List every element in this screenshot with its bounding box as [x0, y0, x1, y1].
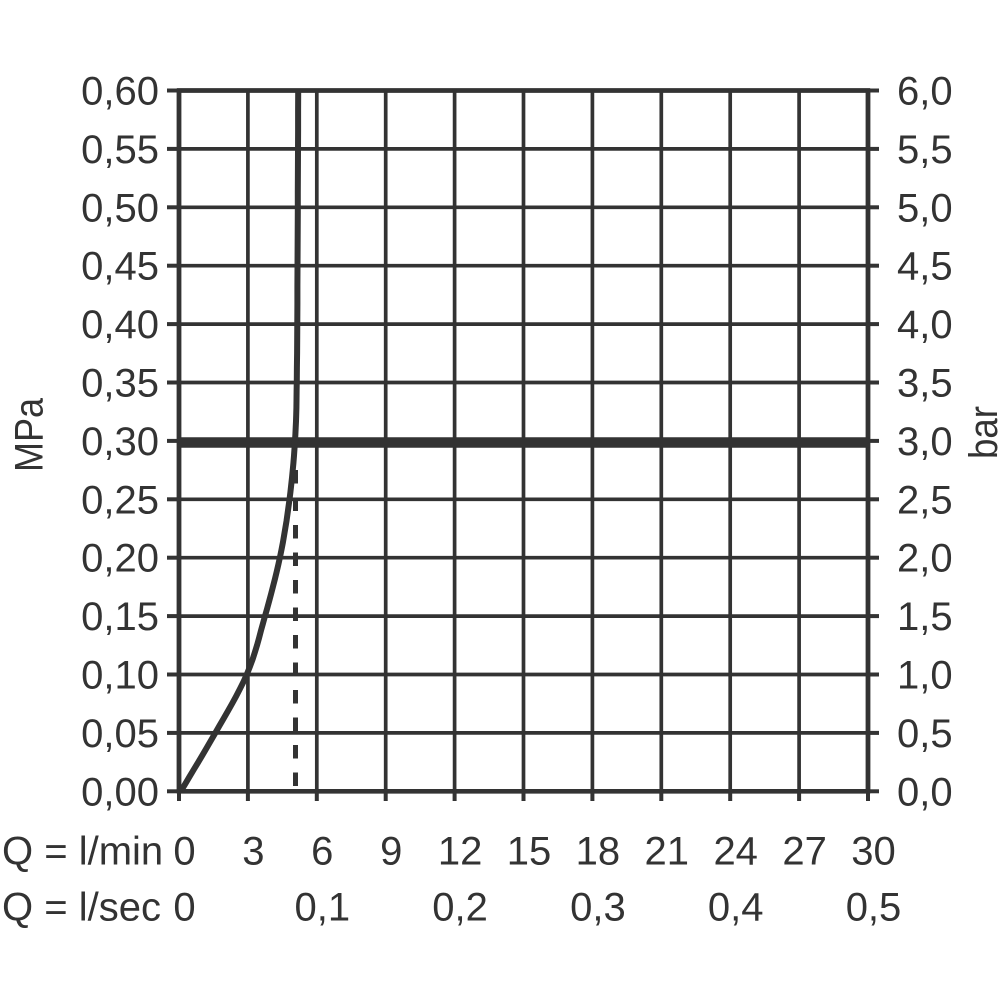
svg-text:2,0: 2,0 [897, 537, 953, 581]
svg-text:MPa: MPa [8, 397, 52, 472]
svg-text:0,35: 0,35 [81, 362, 159, 406]
svg-text:0,4: 0,4 [708, 886, 764, 930]
svg-text:0,1: 0,1 [294, 886, 350, 930]
svg-text:0,3: 0,3 [570, 886, 626, 930]
svg-text:24: 24 [713, 830, 758, 874]
svg-text:Q = l/min: Q = l/min [2, 830, 163, 874]
svg-text:6: 6 [311, 830, 333, 874]
svg-text:0,5: 0,5 [897, 712, 953, 756]
svg-text:18: 18 [576, 830, 621, 874]
svg-text:21: 21 [645, 830, 690, 874]
svg-text:3,5: 3,5 [897, 362, 953, 406]
svg-text:0,30: 0,30 [81, 420, 159, 464]
svg-text:0,0: 0,0 [897, 770, 953, 814]
svg-text:6,0: 6,0 [897, 70, 953, 114]
svg-text:4,0: 4,0 [897, 303, 953, 347]
svg-text:0,00: 0,00 [81, 770, 159, 814]
svg-text:0,20: 0,20 [81, 537, 159, 581]
svg-text:0,2: 0,2 [432, 886, 488, 930]
svg-text:0,10: 0,10 [81, 654, 159, 698]
svg-text:0,25: 0,25 [81, 478, 159, 522]
svg-text:0,60: 0,60 [81, 70, 159, 114]
svg-text:0,05: 0,05 [81, 712, 159, 756]
svg-text:4,5: 4,5 [897, 245, 953, 289]
svg-text:5,5: 5,5 [897, 128, 953, 172]
svg-text:3,0: 3,0 [897, 420, 953, 464]
svg-text:0: 0 [173, 830, 195, 874]
svg-text:1,5: 1,5 [897, 595, 953, 639]
svg-text:0,55: 0,55 [81, 128, 159, 172]
svg-text:9: 9 [380, 830, 402, 874]
svg-text:27: 27 [782, 830, 827, 874]
svg-text:1,0: 1,0 [897, 654, 953, 698]
svg-text:2,5: 2,5 [897, 478, 953, 522]
svg-text:Q = l/sec: Q = l/sec [2, 886, 161, 930]
svg-text:15: 15 [507, 830, 552, 874]
svg-text:30: 30 [851, 830, 896, 874]
svg-text:0,50: 0,50 [81, 186, 159, 230]
svg-text:5,0: 5,0 [897, 186, 953, 230]
svg-text:3: 3 [242, 830, 264, 874]
svg-text:0,5: 0,5 [846, 886, 902, 930]
svg-text:0,40: 0,40 [81, 303, 159, 347]
svg-text:bar: bar [962, 406, 1000, 459]
svg-text:0,15: 0,15 [81, 595, 159, 639]
svg-text:0: 0 [173, 886, 195, 930]
svg-text:0,45: 0,45 [81, 245, 159, 289]
svg-text:12: 12 [438, 830, 483, 874]
